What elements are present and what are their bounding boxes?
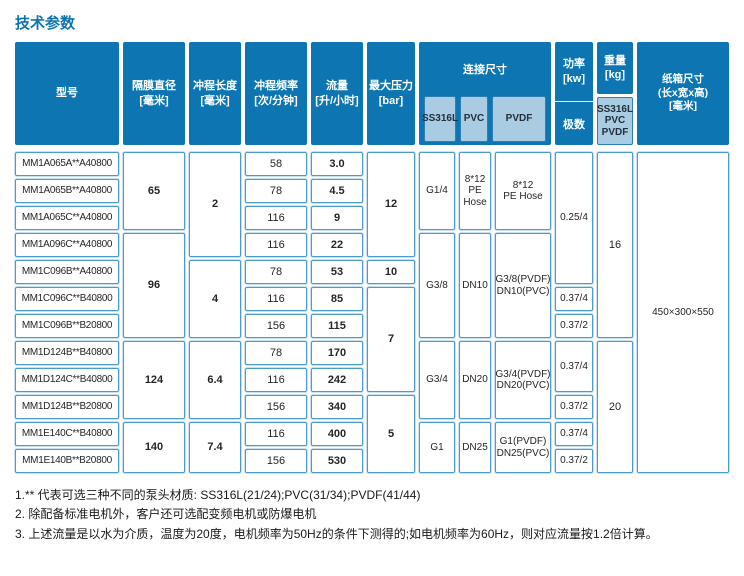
table-cell: 12 bbox=[367, 152, 415, 257]
table-cell: 450×300×550 bbox=[637, 152, 729, 473]
header-max-pressure: 最大压力 [bar] bbox=[367, 42, 415, 145]
table-cell: G3/4 bbox=[419, 341, 455, 419]
table-cell: MM1C096B**B20800 bbox=[15, 314, 119, 338]
table-body: MM1A065A**A40800 MM1A065B**A40800 MM1A065C… bbox=[15, 152, 729, 473]
table-cell: 5 bbox=[367, 395, 415, 473]
table-cell: 58 bbox=[245, 152, 307, 176]
table-cell: 96 bbox=[123, 233, 185, 338]
table-cell: 124 bbox=[123, 341, 185, 419]
table-cell: MM1D124B**B40800 bbox=[15, 341, 119, 365]
header-power-label: 功率 [kw] bbox=[555, 42, 593, 102]
header-connection-materials: SS316L PVC PVDF bbox=[419, 96, 551, 145]
table-cell: 6.4 bbox=[189, 341, 241, 419]
table-cell: DN10 bbox=[459, 233, 491, 338]
table-cell: DN20 bbox=[459, 341, 491, 419]
table-cell: 7.4 bbox=[189, 422, 241, 473]
table-cell: 116 bbox=[245, 422, 307, 446]
table-cell: MM1D124C**B40800 bbox=[15, 368, 119, 392]
table-cell: MM1D124B**B20800 bbox=[15, 395, 119, 419]
header-connection-ss316l: SS316L bbox=[422, 96, 458, 142]
table-cell: MM1C096B**A40800 bbox=[15, 260, 119, 284]
header-poles-label: 极数 bbox=[563, 118, 585, 131]
spec-table: 型号 隔膜直径 [毫米] 冲程长度 [毫米] 冲程频率 [次/分钟] 流量 [升… bbox=[15, 42, 729, 473]
header-connection-pvdf: PVDF bbox=[492, 96, 546, 142]
table-cell: 4 bbox=[189, 260, 241, 338]
table-cell: 9 bbox=[311, 206, 363, 230]
table-cell: 53 bbox=[311, 260, 363, 284]
table-cell: 116 bbox=[245, 233, 307, 257]
header-carton-size: 纸箱尺寸 (长x宽x高) [毫米] bbox=[637, 42, 729, 145]
table-cell: 16 bbox=[597, 152, 633, 338]
table-cell: G3/4(PVDF) DN20(PVC) bbox=[495, 341, 551, 419]
table-cell: G1(PVDF) DN25(PVC) bbox=[495, 422, 551, 473]
table-cell: 115 bbox=[311, 314, 363, 338]
table-cell: 78 bbox=[245, 260, 307, 284]
footnotes: 1.** 代表可选三种不同的泵头材质: SS316L(21/24);PVC(31… bbox=[15, 486, 744, 544]
table-cell: DN25 bbox=[459, 422, 491, 473]
table-cell: MM1A065A**A40800 bbox=[15, 152, 119, 176]
table-cell: 8*12 PE Hose bbox=[459, 152, 491, 230]
header-flow: 流量 [升/小时] bbox=[311, 42, 363, 145]
table-cell: MM1A065B**A40800 bbox=[15, 179, 119, 203]
table-cell: 7 bbox=[367, 287, 415, 392]
table-cell: 156 bbox=[245, 395, 307, 419]
table-cell: 2 bbox=[189, 152, 241, 257]
header-stroke-length: 冲程长度 [毫米] bbox=[189, 42, 241, 145]
table-cell: 242 bbox=[311, 368, 363, 392]
table-cell: 400 bbox=[311, 422, 363, 446]
header-weight: 重量 [kg] SS316L PVC PVDF bbox=[597, 42, 633, 145]
table-cell: 0.37/4 bbox=[555, 287, 593, 311]
table-cell: G1/4 bbox=[419, 152, 455, 230]
table-cell: 0.37/2 bbox=[555, 449, 593, 473]
table-cell: 156 bbox=[245, 449, 307, 473]
header-connection-pvc: PVC bbox=[460, 96, 488, 142]
table-cell: 170 bbox=[311, 341, 363, 365]
header-weight-materials: SS316L PVC PVDF bbox=[597, 97, 633, 145]
table-cell: MM1A096C**A40800 bbox=[15, 233, 119, 257]
table-cell: 0.37/4 bbox=[555, 341, 593, 392]
header-connection-size: 连接尺寸 SS316L PVC PVDF bbox=[419, 42, 551, 145]
footnote: 1.** 代表可选三种不同的泵头材质: SS316L(21/24);PVC(31… bbox=[15, 488, 421, 502]
header-weight-label: 重量 [kg] bbox=[597, 42, 633, 94]
table-cell: 530 bbox=[311, 449, 363, 473]
table-cell: 116 bbox=[245, 287, 307, 311]
table-cell: 156 bbox=[245, 314, 307, 338]
footnote: 2. 除配备标准电机外，客户还可选配变频电机或防爆电机 bbox=[15, 507, 317, 522]
table-cell: 116 bbox=[245, 206, 307, 230]
page-title: 技术参数 bbox=[15, 15, 76, 32]
table-cell: G3/8(PVDF) DN10(PVC) bbox=[495, 233, 551, 338]
table-cell: 0.25/4 bbox=[555, 152, 593, 284]
table-cell: 20 bbox=[597, 341, 633, 473]
table-cell: 85 bbox=[311, 287, 363, 311]
header-power: 功率 [kw] 极数 bbox=[555, 42, 593, 145]
table-cell: 0.37/2 bbox=[555, 395, 593, 419]
table-cell: 116 bbox=[245, 368, 307, 392]
table-cell: 78 bbox=[245, 179, 307, 203]
table-cell: G1 bbox=[419, 422, 455, 473]
table-cell: 0.37/4 bbox=[555, 422, 593, 446]
table-cell: G3/8 bbox=[419, 233, 455, 338]
table-cell: 140 bbox=[123, 422, 185, 473]
table-cell: 22 bbox=[311, 233, 363, 257]
table-cell: 8*12 PE Hose bbox=[495, 152, 551, 230]
table-cell: 78 bbox=[245, 341, 307, 365]
table-cell: 65 bbox=[123, 152, 185, 230]
table-cell: 3.0 bbox=[311, 152, 363, 176]
footnote: 3. 上述流量是以水为介质，温度为20度，电机频率为50Hz的条件下测得的;如电… bbox=[15, 526, 658, 541]
header-model: 型号 bbox=[15, 42, 119, 145]
table-cell: 0.37/2 bbox=[555, 314, 593, 338]
header-connection-label: 连接尺寸 bbox=[463, 64, 507, 76]
table-cell: MM1E140C**B40800 bbox=[15, 422, 119, 446]
table-cell: MM1C096C**B40800 bbox=[15, 287, 119, 311]
table-cell: MM1E140B**B20800 bbox=[15, 449, 119, 473]
table-header: 型号 隔膜直径 [毫米] 冲程长度 [毫米] 冲程频率 [次/分钟] 流量 [升… bbox=[15, 42, 729, 145]
header-stroke-frequency: 冲程频率 [次/分钟] bbox=[245, 42, 307, 145]
table-cell: MM1A065C**A40800 bbox=[15, 206, 119, 230]
table-cell: 4.5 bbox=[311, 179, 363, 203]
table-cell: 10 bbox=[367, 260, 415, 284]
header-diaphragm-diameter: 隔膜直径 [毫米] bbox=[123, 42, 185, 145]
table-cell: 340 bbox=[311, 395, 363, 419]
